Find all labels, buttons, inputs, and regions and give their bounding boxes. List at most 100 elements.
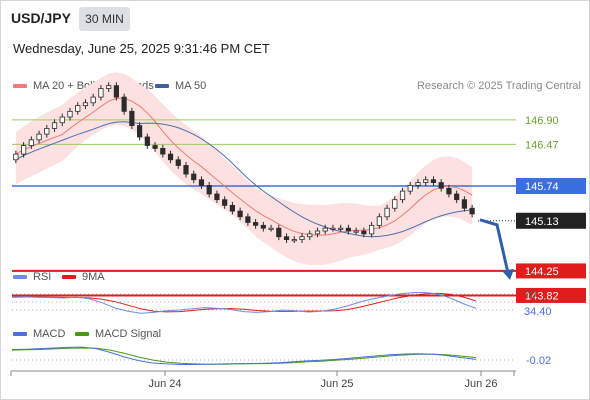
candle-body	[454, 193, 460, 201]
candle-body	[191, 173, 197, 181]
rsi-last-label: 34.40	[524, 306, 552, 318]
candle-body	[106, 85, 112, 89]
legend-rsi-label: RSI	[33, 271, 52, 283]
x-tick-label: Jun 26	[464, 378, 497, 390]
rsi-line	[11, 291, 477, 314]
candle-body	[206, 185, 212, 195]
candle-body	[13, 153, 19, 161]
candle-body	[461, 199, 468, 209]
candle-body	[446, 187, 452, 195]
legend-rsi-ma: 9MA	[62, 271, 105, 283]
candle-body	[376, 216, 382, 226]
bollinger-band	[15, 72, 473, 266]
legend-macd-signal-label: MACD Signal	[95, 328, 162, 340]
candle-body	[345, 227, 352, 232]
x-tick-label: Jun 24	[148, 378, 181, 390]
support-label: 143.82	[525, 290, 559, 302]
candle-body	[75, 105, 81, 112]
rsi-level-label: 70	[524, 289, 536, 301]
candle-body	[291, 239, 297, 242]
candle-body	[322, 227, 328, 232]
last-price-badge	[516, 212, 586, 229]
rsi-ma-swatch	[62, 275, 76, 279]
candle-body	[198, 179, 205, 186]
interval-button[interactable]: 30 MIN	[79, 7, 130, 31]
candle-body	[368, 224, 375, 235]
candle-body	[353, 230, 359, 233]
candle-body	[160, 147, 166, 155]
ma20-swatch	[13, 84, 27, 88]
candle-body	[152, 145, 158, 149]
candle-body	[20, 145, 27, 155]
candle-body	[136, 125, 143, 138]
macd-swatch	[13, 332, 27, 336]
legend-ma50: MA 50	[155, 80, 206, 92]
legend-rsi: RSI	[13, 271, 51, 283]
credit-text: Research © 2025 Trading Central	[416, 80, 581, 92]
support-badge	[516, 263, 586, 279]
candle-body	[330, 227, 336, 230]
candle-body	[44, 128, 50, 135]
candle-body	[307, 233, 313, 238]
legend-rsi-ma-label: 9MA	[82, 271, 105, 283]
resistance-label: 146.90	[525, 115, 559, 127]
candle-body	[407, 185, 413, 192]
ma50-line	[15, 121, 473, 238]
candle-body	[222, 199, 228, 206]
support-label: 144.25	[525, 266, 559, 278]
candle-body	[423, 179, 429, 183]
candle-body	[237, 210, 243, 218]
candle-body	[430, 179, 437, 183]
candle-body	[361, 230, 367, 235]
candle-body	[175, 159, 181, 166]
candle-body	[392, 199, 398, 209]
pivot-label: 145.74	[525, 181, 559, 193]
candle-body	[268, 227, 274, 230]
forecast-arrow	[479, 218, 510, 274]
pivot-badge	[516, 178, 586, 194]
candle-body	[438, 182, 444, 189]
candle-body	[338, 227, 344, 230]
candle-body	[36, 133, 42, 141]
ma50-swatch	[155, 84, 169, 88]
symbol-title: USD/JPY	[11, 10, 71, 26]
candle-body	[214, 193, 220, 201]
forecast-arrowhead	[502, 268, 514, 280]
macd-signal-swatch	[75, 332, 89, 336]
candle-body	[252, 222, 259, 226]
candle-body	[59, 116, 65, 124]
candle-body	[399, 190, 406, 201]
rsi-swatch	[13, 275, 27, 279]
candle-body	[121, 96, 127, 112]
legend-macd-signal: MACD Signal	[75, 328, 161, 340]
candle-body	[67, 110, 73, 118]
rsi-ma-line	[11, 292, 477, 313]
candle-body	[98, 88, 104, 98]
last-price-label: 145.13	[525, 216, 559, 228]
candle-body	[260, 224, 266, 229]
ma20-line	[15, 97, 473, 236]
datetime-label: Wednesday, June 25, 2025 9:31:46 PM CET	[13, 41, 270, 56]
legend-macd: MACD	[13, 328, 65, 340]
candle-body	[82, 102, 89, 107]
candle-body	[113, 85, 119, 98]
x-tick-label: Jun 25	[320, 378, 353, 390]
candle-body	[384, 207, 390, 218]
candle-body	[144, 136, 150, 146]
candle-body	[299, 236, 305, 240]
candle-body	[469, 207, 475, 215]
legend-ma50-label: MA 50	[175, 80, 207, 92]
candle-body	[229, 204, 235, 212]
legend-macd-label: MACD	[33, 328, 66, 340]
candle-body	[415, 182, 421, 186]
support-badge	[516, 287, 586, 303]
candle-body	[51, 122, 58, 129]
macd-last-label: -0.02	[526, 355, 551, 367]
candle-body	[129, 110, 135, 126]
candle-body	[276, 227, 282, 238]
macd-signal-line	[11, 347, 477, 365]
candle-body	[283, 236, 290, 240]
macd-line	[11, 346, 477, 365]
candle-body	[167, 153, 174, 161]
